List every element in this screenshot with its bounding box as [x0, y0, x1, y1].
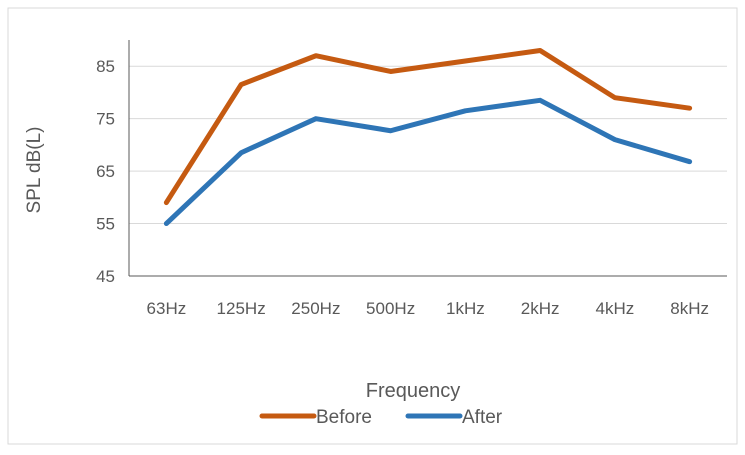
y-tick-label: 45 [96, 267, 115, 286]
y-tick-label: 65 [96, 162, 115, 181]
y-tick-label: 55 [96, 215, 115, 234]
x-tick-label: 2kHz [521, 299, 560, 318]
legend-label-before: Before [316, 407, 372, 428]
legend-label-after: After [462, 407, 503, 428]
x-tick-label: 63Hz [147, 299, 187, 318]
x-axis-title: Frequency [366, 380, 461, 402]
series-lines [163, 47, 693, 227]
chart-frame [7, 7, 738, 445]
series-line-after [163, 97, 693, 227]
y-tick-label: 75 [96, 110, 115, 129]
series-line-before [163, 47, 693, 206]
x-tick-label: 125Hz [217, 299, 266, 318]
x-tick-label: 250Hz [291, 299, 340, 318]
y-axis-title: SPL dB(L) [24, 127, 45, 214]
x-axis-tick-labels: 63Hz 125Hz 250Hz 500Hz 1kHz 2kHz 4kHz 8kHz [147, 299, 709, 318]
x-tick-label: 1kHz [446, 299, 485, 318]
x-tick-label: 500Hz [366, 299, 415, 318]
x-tick-label: 8kHz [670, 299, 709, 318]
x-tick-label: 4kHz [596, 299, 635, 318]
y-axis-tick-labels: 45 55 65 75 85 [96, 57, 115, 286]
y-tick-label: 85 [96, 57, 115, 76]
legend: Before After [259, 407, 503, 428]
